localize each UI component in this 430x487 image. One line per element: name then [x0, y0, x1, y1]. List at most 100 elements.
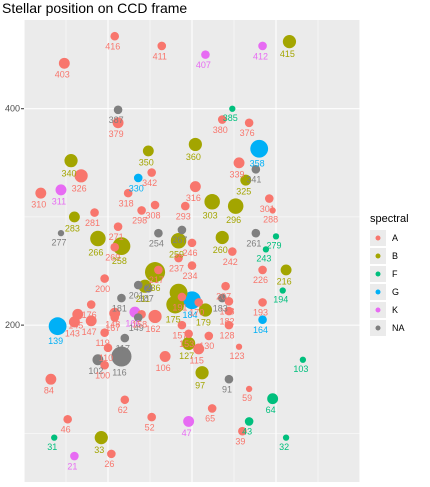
star-point-411: [157, 41, 167, 51]
star-label-130: 130: [199, 341, 214, 351]
star-point-360: [188, 137, 202, 152]
star-label-267: 267: [172, 235, 187, 245]
star-point-269: [110, 242, 120, 252]
star-label-380: 380: [213, 125, 228, 135]
star-point-116: [111, 346, 132, 367]
star-label-308: 308: [146, 210, 161, 220]
star-label-207: 207: [216, 291, 231, 301]
star-point-237: [174, 253, 183, 263]
star-label-127: 127: [179, 351, 194, 361]
star-label-100: 100: [95, 370, 110, 380]
star-point-153: [184, 329, 193, 339]
star-point-59: [245, 385, 253, 393]
star-point-145: [72, 308, 84, 320]
star-label-193: 193: [253, 308, 268, 318]
star-label-277: 277: [51, 237, 66, 247]
star-point-179: [198, 303, 213, 317]
star-label-128: 128: [219, 330, 234, 340]
star-label-201: 201: [129, 290, 144, 300]
star-point-261: [251, 228, 261, 238]
y-tick-label: 400: [5, 104, 20, 114]
star-label-175: 175: [166, 314, 181, 324]
star-point-119: [100, 328, 109, 337]
star-point-39: [238, 426, 247, 436]
y-tick-label: 200: [5, 320, 20, 330]
star-point-326: [74, 169, 88, 183]
star-label-237: 237: [169, 263, 184, 273]
star-point-117: [120, 333, 130, 343]
star-point-358: [250, 139, 269, 158]
star-point-350: [142, 145, 154, 157]
star-point-303: [204, 194, 220, 210]
star-label-259: 259: [169, 249, 184, 259]
star-label-242: 242: [223, 257, 238, 267]
star-label-84: 84: [44, 386, 54, 396]
star-label-47: 47: [182, 428, 192, 438]
star-point-191: [177, 292, 187, 302]
star-label-293: 293: [176, 211, 191, 221]
star-label-407: 407: [196, 60, 211, 70]
legend-label-NA: NA: [392, 323, 405, 333]
star-point-266: [90, 230, 106, 247]
star-label-65: 65: [205, 414, 215, 424]
star-label-301: 301: [260, 204, 275, 214]
star-label-46: 46: [61, 425, 71, 435]
star-label-266: 266: [88, 247, 103, 257]
star-label-258: 258: [112, 256, 127, 266]
star-label-360: 360: [186, 152, 201, 162]
star-label-33: 33: [94, 445, 104, 455]
star-point-193: [258, 298, 267, 307]
star-label-102: 102: [88, 366, 103, 376]
star-label-254: 254: [149, 238, 164, 248]
star-point-123: [235, 343, 243, 350]
star-point-106: [159, 351, 171, 362]
star-point-376: [244, 118, 254, 128]
star-label-342: 342: [142, 178, 157, 188]
star-label-217: 217: [149, 275, 164, 285]
star-point-341: [251, 165, 261, 174]
star-label-340: 340: [62, 168, 77, 178]
star-label-330: 330: [129, 183, 144, 193]
star-label-260: 260: [213, 245, 228, 255]
star-label-145: 145: [68, 321, 83, 331]
star-label-52: 52: [145, 422, 155, 432]
star-label-119: 119: [95, 338, 109, 348]
star-point-183: [217, 293, 227, 303]
star-point-340: [64, 154, 78, 168]
star-point-84: [45, 373, 57, 385]
star-label-261: 261: [246, 238, 261, 248]
star-point-308: [150, 200, 160, 210]
star-point-102: [92, 354, 104, 366]
star-point-100: [100, 360, 109, 370]
legend-label-G: G: [392, 287, 399, 297]
star-label-411: 411: [153, 51, 167, 61]
star-label-190: 190: [169, 303, 184, 313]
star-point-296: [227, 198, 244, 214]
star-point-149: [133, 313, 143, 322]
star-point-260: [215, 230, 229, 245]
star-label-236: 236: [146, 283, 161, 293]
star-point-342: [147, 168, 156, 177]
star-point-259: [170, 232, 187, 249]
star-point-194: [279, 287, 286, 294]
star-point-226: [258, 265, 267, 275]
star-point-65: [207, 404, 217, 413]
star-point-32: [282, 434, 290, 441]
star-label-387: 387: [109, 115, 124, 125]
star-point-243: [262, 246, 270, 253]
star-label-59: 59: [242, 393, 252, 403]
star-label-200: 200: [95, 284, 110, 294]
star-label-31: 31: [47, 442, 57, 452]
star-label-376: 376: [240, 128, 255, 138]
star-label-116: 116: [112, 368, 126, 378]
star-label-350: 350: [139, 157, 154, 167]
star-label-271: 271: [109, 232, 124, 242]
star-point-176: [86, 300, 96, 309]
star-point-139: [48, 317, 67, 336]
star-point-31: [51, 434, 58, 441]
star-point-267: [177, 225, 187, 235]
star-label-296: 296: [226, 215, 241, 225]
star-point-271: [113, 222, 123, 231]
star-label-310: 310: [31, 200, 46, 210]
star-label-43: 43: [242, 427, 252, 437]
